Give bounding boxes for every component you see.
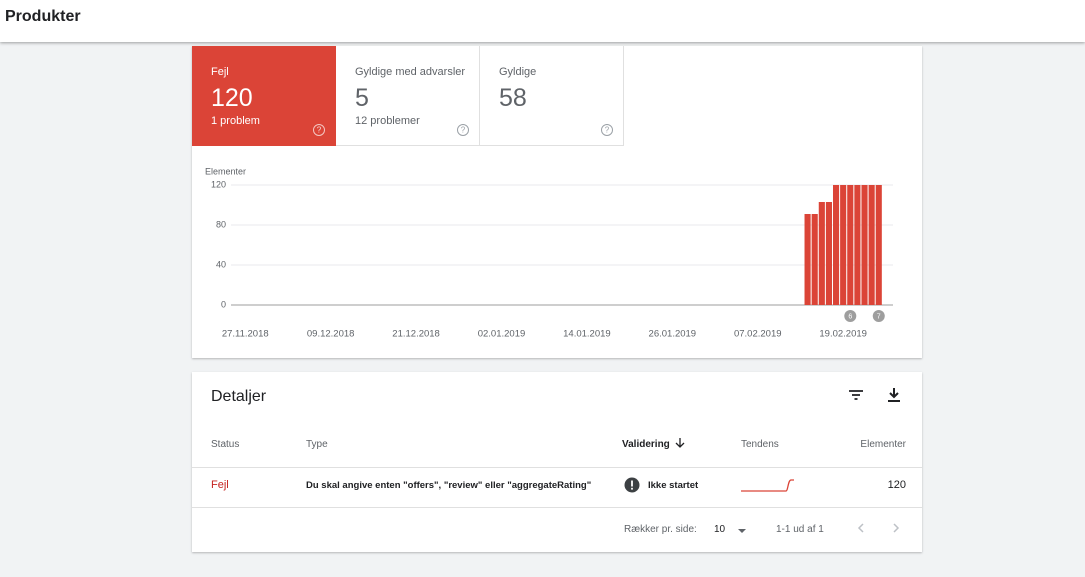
bar [847, 185, 854, 305]
dropdown-arrow[interactable] [737, 527, 747, 535]
x-tick-label: 19.02.2019 [819, 329, 867, 340]
rows-per-page[interactable]: 10 [714, 524, 726, 535]
top-bar: Produkter [0, 0, 1085, 42]
count-cell: 120 [887, 479, 906, 491]
row-divider [192, 467, 922, 468]
rows-label: Rækker pr. side: [624, 524, 697, 535]
summary-value: 120 [211, 84, 253, 112]
sort-arrow[interactable] [674, 437, 686, 449]
status-cell: Fejl [211, 479, 229, 491]
annotation-marker [844, 310, 857, 322]
row-divider [192, 507, 922, 508]
summary-label: Fejl [211, 66, 229, 78]
annotation-label: 7 [877, 313, 881, 320]
column-header[interactable]: Validering [622, 439, 670, 450]
column-header[interactable]: Elementer [860, 439, 906, 450]
bar [825, 202, 832, 305]
details-card: Detaljer [192, 372, 922, 552]
x-tick-label: 09.12.2018 [307, 329, 355, 340]
filter-icon[interactable] [847, 386, 865, 404]
validation-cell: Ikke startet [648, 480, 699, 491]
download-icon[interactable] [885, 386, 903, 404]
summary-detail: 1 problem [211, 115, 260, 127]
bar [818, 202, 825, 305]
y-tick-label: 80 [216, 219, 226, 229]
annotation-marker [872, 310, 885, 322]
svg-text:?: ? [317, 126, 322, 135]
help-icon[interactable]: ? [312, 123, 326, 137]
y-axis-label: Elementer [205, 166, 246, 176]
bar [804, 214, 811, 305]
bar [811, 214, 818, 305]
svg-text:?: ? [605, 126, 610, 135]
page-title: Produkter [5, 8, 81, 25]
column-header[interactable]: Status [211, 439, 240, 450]
annotation-label: 6 [848, 313, 852, 320]
chart: Elementer 0 40 80 120 27.11.2018 09.12.2018 21… [205, 166, 893, 340]
y-tick-label: 120 [211, 179, 226, 189]
summary-value: 5 [355, 84, 369, 112]
summary-value: 58 [499, 84, 527, 112]
column-header[interactable]: Tendens [741, 439, 779, 450]
type-cell[interactable]: Du skal angive enten "offers", "review" … [306, 480, 592, 491]
summary-detail: 12 problemer [355, 115, 420, 127]
summary-card[interactable]: Gyldige med advarsler 5 12 problemer ? [336, 46, 480, 146]
bar [832, 185, 840, 305]
x-tick-label: 26.01.2019 [649, 329, 697, 340]
page-range: 1-1 ud af 1 [776, 524, 824, 535]
prev-page[interactable] [855, 522, 867, 534]
status-icon [624, 477, 640, 493]
bar [868, 185, 875, 305]
x-tick-label: 27.11.2018 [222, 329, 269, 340]
bar [854, 185, 861, 305]
help-icon[interactable]: ? [456, 123, 470, 137]
y-tick-label: 0 [221, 299, 226, 309]
trend-sparkline [741, 479, 794, 492]
column-header[interactable]: Type [306, 439, 328, 450]
x-tick-label: 07.02.2019 [734, 329, 782, 340]
bar [861, 185, 868, 305]
details-title: Detaljer [211, 388, 267, 405]
next-page[interactable] [890, 522, 902, 534]
summary-label: Gyldige [499, 66, 537, 78]
summary-card[interactable]: Fejl 120 1 problem ? [192, 46, 336, 146]
bar [875, 185, 882, 305]
x-tick-label: 02.01.2019 [478, 329, 526, 340]
x-tick-label: 14.01.2019 [563, 329, 611, 340]
summary-card[interactable]: Gyldige 58 ? [480, 46, 624, 146]
help-icon[interactable]: ? [600, 123, 614, 137]
y-tick-label: 40 [216, 259, 226, 269]
bar [840, 185, 847, 305]
x-tick-label: 21.12.2018 [392, 329, 440, 340]
summary-label: Gyldige med advarsler [355, 66, 466, 78]
svg-text:?: ? [461, 126, 466, 135]
